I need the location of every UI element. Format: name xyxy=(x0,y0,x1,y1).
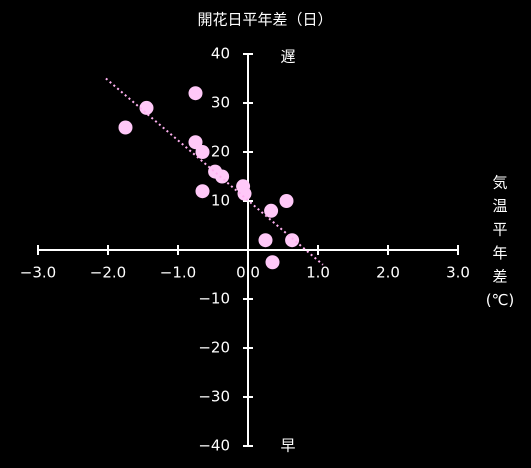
x-tick-label: −2.0 xyxy=(90,264,126,282)
point xyxy=(264,203,279,218)
top-label: 遅 xyxy=(280,48,295,66)
x-tick-label: −1.0 xyxy=(160,264,196,282)
point xyxy=(258,233,273,248)
y-tick-label: 40 xyxy=(211,45,230,63)
y-tick-label: −10 xyxy=(198,290,230,308)
point xyxy=(195,145,210,159)
x-axis-label: 差 xyxy=(492,268,507,286)
chart-title: 開花日平年差（日） xyxy=(197,11,332,29)
point xyxy=(285,233,300,248)
x-axis-label: 平 xyxy=(492,221,507,239)
y-tick-label: 20 xyxy=(211,143,230,161)
x-tick-label: 1.0 xyxy=(306,264,330,282)
x-tick-label: 0.0 xyxy=(236,264,260,282)
x-tick-label: 2.0 xyxy=(376,264,400,282)
point xyxy=(279,194,294,208)
bottom-label: 早 xyxy=(280,437,295,455)
point xyxy=(188,135,203,150)
point xyxy=(118,120,133,135)
x-tick-label: −3.0 xyxy=(20,264,56,282)
point xyxy=(215,169,230,184)
y-tick-label: 10 xyxy=(211,192,230,210)
point xyxy=(139,100,154,115)
x-axis-label: (℃) xyxy=(486,291,515,309)
point xyxy=(265,255,280,270)
y-tick-label: −40 xyxy=(198,437,230,455)
x-axis-label: 気 xyxy=(492,174,507,192)
y-tick-label: −20 xyxy=(198,339,230,357)
point xyxy=(195,184,210,199)
x-axis-label: 温 xyxy=(492,197,507,215)
x-axis-label: 年 xyxy=(492,244,507,262)
y-tick-label: −30 xyxy=(198,388,230,406)
x-tick-label: 3.0 xyxy=(446,264,470,282)
y-tick-label: 30 xyxy=(211,94,230,112)
point xyxy=(237,186,252,201)
point xyxy=(188,86,203,101)
